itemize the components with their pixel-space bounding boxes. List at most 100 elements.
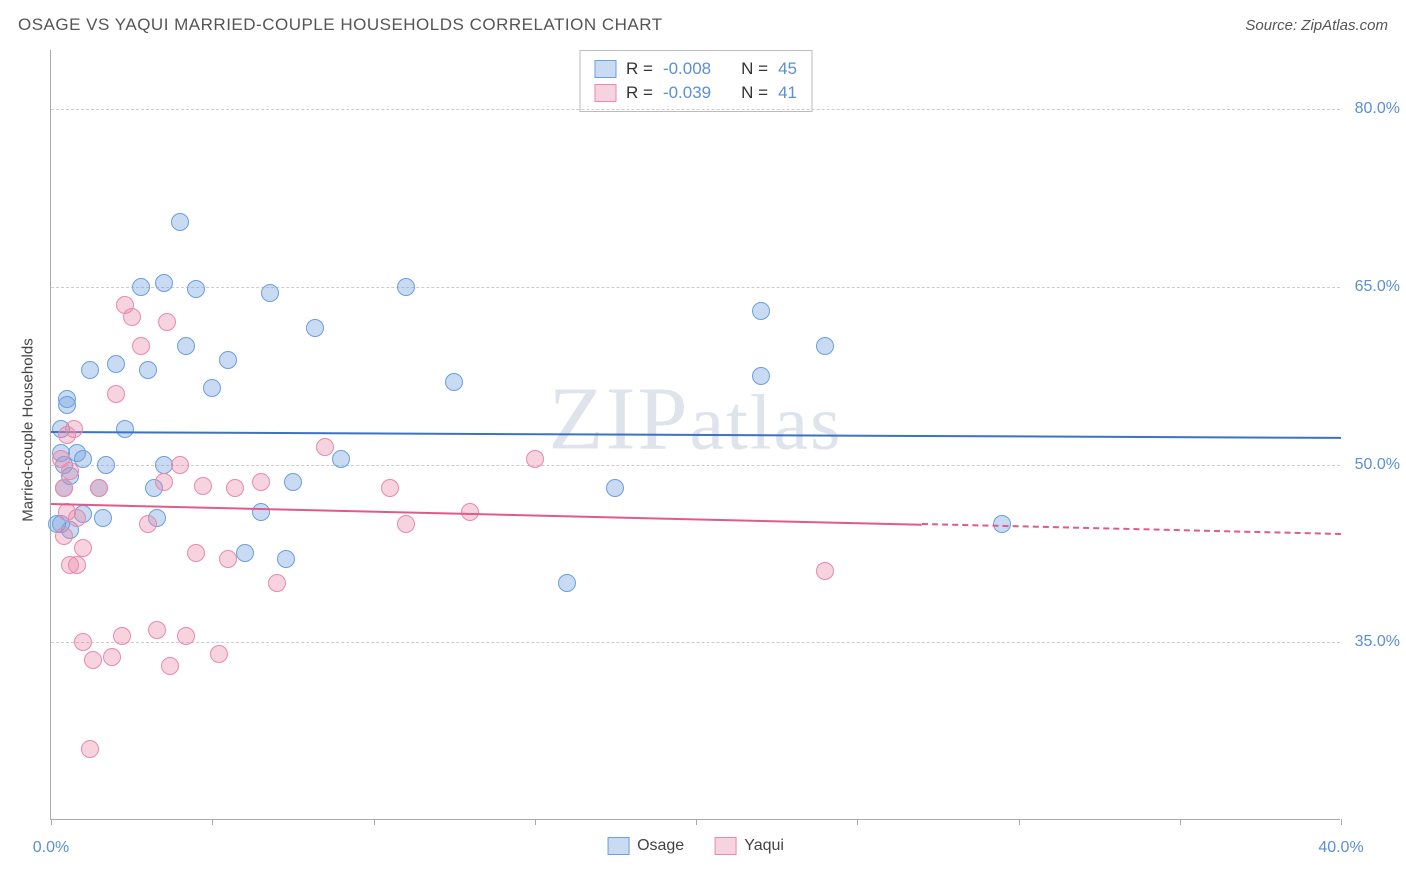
x-tick bbox=[1019, 819, 1020, 825]
data-point bbox=[74, 539, 92, 557]
source-attribution: Source: ZipAtlas.com bbox=[1245, 17, 1388, 34]
data-point bbox=[816, 562, 834, 580]
data-point bbox=[219, 550, 237, 568]
data-point bbox=[81, 361, 99, 379]
data-point bbox=[332, 450, 350, 468]
data-point bbox=[210, 645, 228, 663]
data-point bbox=[397, 515, 415, 533]
trend-line bbox=[922, 523, 1341, 535]
data-point bbox=[526, 450, 544, 468]
legend-swatch bbox=[607, 837, 629, 855]
watermark: ZIPatlas bbox=[549, 368, 843, 471]
gridline-h bbox=[51, 642, 1340, 643]
legend-label: Yaqui bbox=[744, 837, 784, 855]
data-point bbox=[103, 648, 121, 666]
x-tick-label: 40.0% bbox=[1318, 839, 1363, 857]
data-point bbox=[277, 550, 295, 568]
y-tick-label: 80.0% bbox=[1345, 100, 1400, 118]
data-point bbox=[268, 574, 286, 592]
data-point bbox=[61, 462, 79, 480]
chart-title: OSAGE VS YAQUI MARRIED-COUPLE HOUSEHOLDS… bbox=[18, 15, 663, 35]
x-tick-label: 0.0% bbox=[33, 839, 69, 857]
trend-line bbox=[51, 503, 922, 526]
x-tick bbox=[535, 819, 536, 825]
data-point bbox=[84, 651, 102, 669]
data-point bbox=[558, 574, 576, 592]
data-point bbox=[139, 515, 157, 533]
data-point bbox=[158, 313, 176, 331]
data-point bbox=[236, 544, 254, 562]
y-tick-label: 35.0% bbox=[1345, 633, 1400, 651]
legend-n-value: 41 bbox=[778, 83, 797, 103]
data-point bbox=[219, 351, 237, 369]
x-tick bbox=[1341, 819, 1342, 825]
data-point bbox=[155, 274, 173, 292]
data-point bbox=[107, 385, 125, 403]
legend-n-value: 45 bbox=[778, 59, 797, 79]
data-point bbox=[90, 479, 108, 497]
legend-item: Yaqui bbox=[714, 837, 784, 855]
data-point bbox=[113, 627, 131, 645]
data-point bbox=[606, 479, 624, 497]
legend-n-label: N = bbox=[741, 83, 768, 103]
plot-area: ZIPatlas R =-0.008N =45R =-0.039N =41 Os… bbox=[50, 50, 1340, 820]
trend-line bbox=[51, 431, 1341, 439]
data-point bbox=[116, 420, 134, 438]
data-point bbox=[284, 473, 302, 491]
legend-r-value: -0.008 bbox=[663, 59, 711, 79]
data-point bbox=[65, 420, 83, 438]
data-point bbox=[203, 379, 221, 397]
data-point bbox=[94, 509, 112, 527]
data-point bbox=[397, 278, 415, 296]
data-point bbox=[194, 477, 212, 495]
data-point bbox=[445, 373, 463, 391]
y-tick-label: 50.0% bbox=[1345, 456, 1400, 474]
data-point bbox=[177, 627, 195, 645]
legend-row: R =-0.039N =41 bbox=[594, 81, 797, 105]
legend-label: Osage bbox=[637, 837, 684, 855]
data-point bbox=[171, 456, 189, 474]
data-point bbox=[187, 280, 205, 298]
data-point bbox=[816, 337, 834, 355]
legend-r-label: R = bbox=[626, 59, 653, 79]
x-tick bbox=[374, 819, 375, 825]
data-point bbox=[81, 740, 99, 758]
data-point bbox=[55, 527, 73, 545]
data-point bbox=[132, 337, 150, 355]
data-point bbox=[68, 509, 86, 527]
data-point bbox=[171, 213, 189, 231]
legend-swatch bbox=[714, 837, 736, 855]
data-point bbox=[226, 479, 244, 497]
x-tick bbox=[212, 819, 213, 825]
legend-series: Osage Yaqui bbox=[607, 837, 784, 855]
legend-item: Osage bbox=[607, 837, 684, 855]
data-point bbox=[381, 479, 399, 497]
y-axis-label: Married-couple Households bbox=[20, 338, 37, 521]
data-point bbox=[74, 633, 92, 651]
data-point bbox=[107, 355, 125, 373]
source-name: ZipAtlas.com bbox=[1301, 17, 1388, 34]
source-prefix: Source: bbox=[1245, 17, 1301, 34]
data-point bbox=[155, 473, 173, 491]
data-point bbox=[316, 438, 334, 456]
y-tick-label: 65.0% bbox=[1345, 278, 1400, 296]
legend-correlation: R =-0.008N =45R =-0.039N =41 bbox=[579, 50, 812, 112]
legend-n-label: N = bbox=[741, 59, 768, 79]
x-tick bbox=[857, 819, 858, 825]
x-tick bbox=[1180, 819, 1181, 825]
data-point bbox=[123, 308, 141, 326]
data-point bbox=[252, 473, 270, 491]
data-point bbox=[97, 456, 115, 474]
data-point bbox=[55, 479, 73, 497]
data-point bbox=[58, 396, 76, 414]
x-tick bbox=[696, 819, 697, 825]
x-tick bbox=[51, 819, 52, 825]
data-point bbox=[139, 361, 157, 379]
data-point bbox=[187, 544, 205, 562]
data-point bbox=[752, 302, 770, 320]
data-point bbox=[177, 337, 195, 355]
data-point bbox=[306, 319, 324, 337]
data-point bbox=[252, 503, 270, 521]
legend-swatch bbox=[594, 60, 616, 78]
gridline-h bbox=[51, 465, 1340, 466]
